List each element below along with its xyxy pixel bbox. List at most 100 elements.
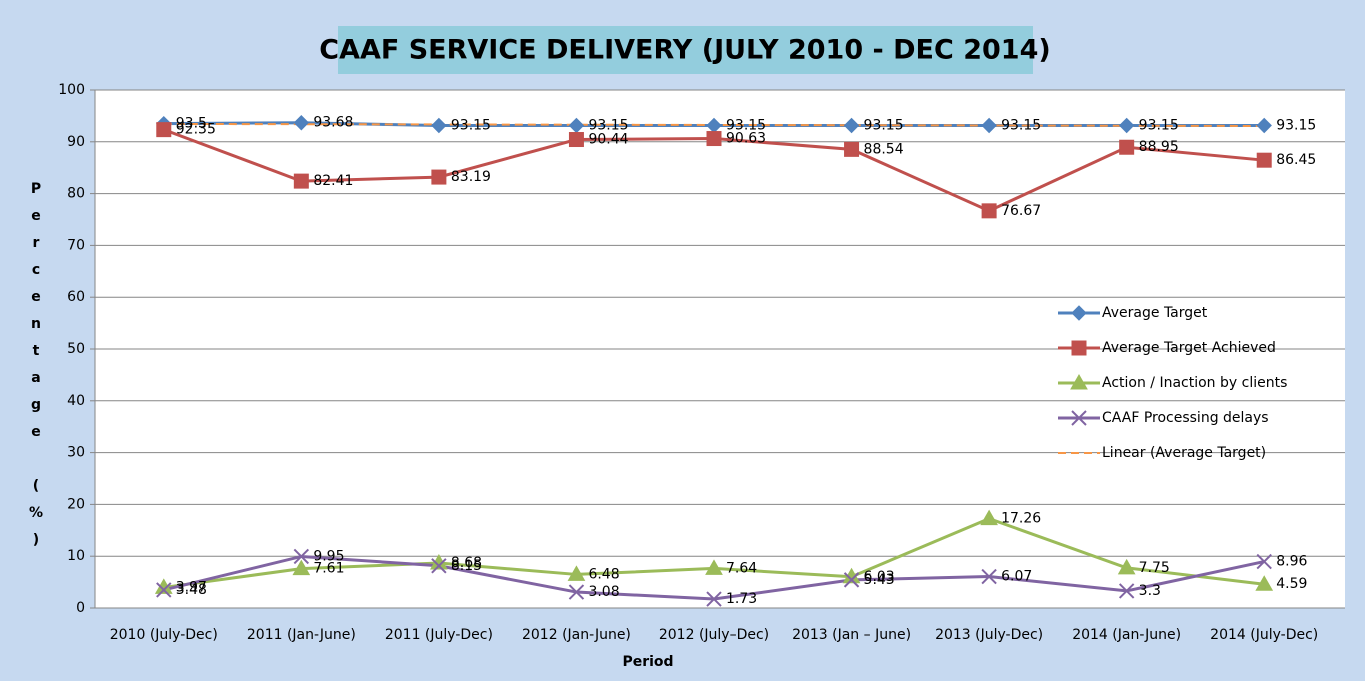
data-label: 3.48 [176, 582, 207, 598]
data-label: 93.15 [864, 117, 904, 133]
data-label: 93.5 [176, 116, 207, 132]
legend-marker [1071, 305, 1087, 321]
data-label: 86.45 [1276, 152, 1316, 168]
data-point [981, 203, 997, 219]
data-label: 7.64 [726, 560, 757, 576]
y-tick-label: 100 [58, 82, 85, 98]
data-point [1118, 117, 1135, 134]
data-point [843, 117, 860, 134]
data-point [293, 173, 309, 189]
legend-label: Average Target Achieved [1102, 340, 1276, 356]
data-label: 4.59 [1276, 576, 1307, 592]
legend-label: CAAF Processing delays [1102, 410, 1269, 426]
data-label: 6.03 [864, 569, 895, 585]
data-point [293, 548, 310, 565]
data-label: 93.15 [726, 117, 766, 133]
data-label: 8.15 [451, 558, 482, 574]
x-tick-label: 2012 (July–Dec) [659, 627, 769, 643]
data-point [706, 591, 722, 607]
x-tick-label: 2010 (July-Dec) [110, 627, 218, 643]
data-point [431, 558, 447, 574]
data-point [1255, 575, 1274, 591]
data-point [981, 117, 997, 134]
data-label: 8.68 [451, 555, 482, 571]
data-label: 17.26 [1001, 511, 1041, 527]
data-label: 90.63 [726, 131, 766, 147]
data-label: 90.44 [588, 132, 628, 148]
legend-marker [1071, 340, 1087, 356]
data-point [568, 132, 584, 148]
x-tick-label: 2014 (Jan-June) [1072, 627, 1181, 643]
y-tick-label: 30 [67, 445, 85, 461]
data-label: 3.97 [176, 579, 207, 595]
data-label: 93.15 [1001, 117, 1041, 133]
data-point [706, 131, 722, 147]
data-point [568, 584, 585, 600]
data-label: 3.3 [1139, 583, 1161, 599]
legend-label: Action / Inaction by clients [1102, 375, 1287, 391]
x-tick-label: 2013 (July-Dec) [935, 627, 1043, 643]
legend-marker [1071, 410, 1087, 426]
data-label: 88.95 [1139, 139, 1179, 155]
data-point [293, 115, 310, 131]
data-label: 92.35 [176, 122, 216, 138]
data-label: 93.15 [451, 117, 491, 133]
y-axis-title: Percentage (%) [28, 181, 44, 559]
data-label: 5.43 [864, 572, 895, 588]
data-label: 76.67 [1001, 203, 1041, 219]
x-axis-title: Period [622, 654, 673, 670]
legend-marker [1070, 373, 1088, 390]
data-label: 83.19 [451, 169, 491, 185]
data-point [292, 559, 311, 576]
data-point [705, 559, 723, 575]
x-tick-label: 2011 (Jan-June) [247, 627, 356, 643]
data-point [431, 117, 447, 134]
y-tick-label: 80 [67, 186, 85, 202]
data-point [431, 169, 447, 185]
data-label: 7.75 [1139, 560, 1170, 576]
y-tick-label: 90 [67, 134, 85, 150]
legend-label: Average Target [1102, 305, 1208, 321]
x-tick-label: 2014 (July-Dec) [1210, 627, 1318, 643]
y-tick-label: 40 [67, 393, 85, 409]
data-label: 93.15 [1276, 117, 1316, 133]
data-point [1118, 583, 1135, 599]
y-tick-label: 0 [76, 600, 85, 616]
y-tick-label: 70 [67, 237, 85, 253]
data-label: 8.96 [1276, 554, 1307, 570]
data-point [1117, 558, 1136, 575]
data-point [844, 141, 860, 157]
x-tick-label: 2011 (July-Dec) [385, 627, 493, 643]
data-label: 1.73 [726, 591, 757, 607]
y-tick-label: 20 [67, 496, 85, 512]
data-label: 82.41 [313, 173, 353, 189]
data-point [1256, 117, 1272, 134]
data-label: 6.07 [1001, 569, 1032, 585]
y-tick-label: 60 [67, 289, 85, 305]
data-point [156, 122, 172, 138]
data-point [156, 582, 172, 598]
y-tick-label: 10 [67, 548, 85, 564]
legend-label: Linear (Average Target) [1102, 445, 1266, 461]
data-point [1256, 152, 1272, 168]
data-point [981, 568, 997, 585]
data-point [567, 565, 586, 581]
chart-title: CAAF SERVICE DELIVERY (JULY 2010 - DEC 2… [319, 35, 1050, 66]
data-label: 93.15 [588, 117, 628, 133]
data-label: 7.61 [313, 561, 344, 577]
data-label: 3.08 [588, 584, 619, 600]
x-tick-label: 2012 (Jan-June) [522, 627, 631, 643]
data-point [980, 509, 998, 526]
data-label: 93.15 [1139, 117, 1179, 133]
data-point [843, 572, 860, 588]
data-point [1256, 553, 1272, 570]
x-tick-label: 2013 (Jan – June) [792, 627, 911, 643]
data-label: 6.48 [588, 566, 619, 582]
data-label: 88.54 [864, 141, 904, 157]
title-box [338, 26, 1033, 74]
data-label: 9.95 [313, 548, 344, 564]
data-label: 93.68 [313, 115, 353, 131]
data-point [1119, 139, 1135, 155]
y-tick-label: 50 [67, 341, 85, 357]
